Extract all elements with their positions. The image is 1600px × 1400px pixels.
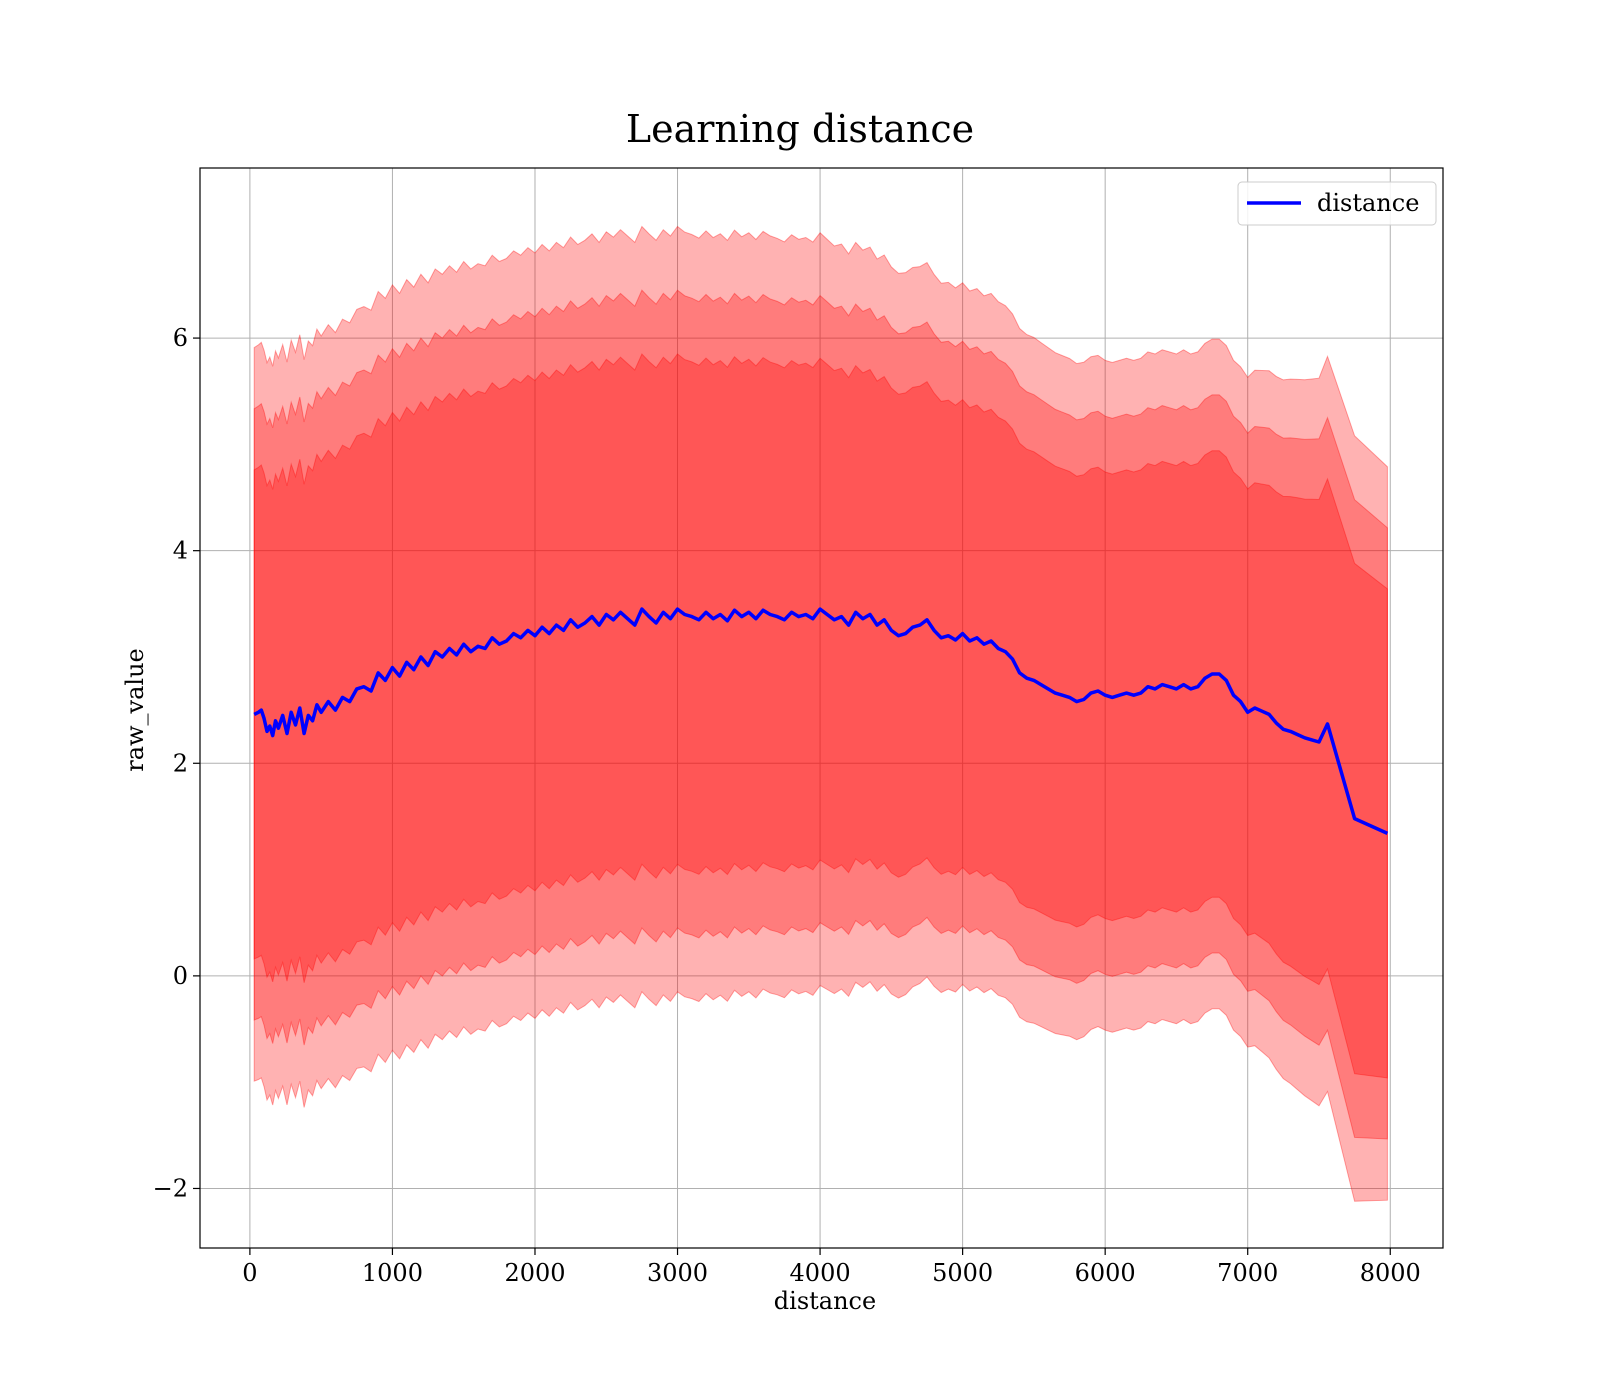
y-axis-ticks: −2 0 2 4 6 bbox=[153, 324, 200, 1202]
plot-frame bbox=[199, 167, 1444, 1249]
y-tick-label: −2 bbox=[153, 1174, 188, 1202]
grid bbox=[200, 168, 1443, 1248]
x-tick-label: 8000 bbox=[1360, 1259, 1421, 1287]
series-line-distance bbox=[253, 607, 1389, 835]
y-tick-label: 2 bbox=[173, 749, 188, 777]
confidence-band bbox=[253, 353, 1388, 1079]
series-layer bbox=[253, 607, 1389, 835]
x-tick-label: 6000 bbox=[1075, 1259, 1136, 1287]
y-tick-label: 6 bbox=[173, 324, 188, 352]
y-tick-label: 0 bbox=[173, 962, 188, 990]
x-axis-ticks: 0 1000 2000 3000 4000 5000 6000 7000 8000 bbox=[242, 1248, 1421, 1287]
x-tick-label: 4000 bbox=[790, 1259, 851, 1287]
confidence-band bbox=[253, 225, 1388, 1202]
y-tick-label: 4 bbox=[173, 537, 188, 565]
x-tick-label: 1000 bbox=[362, 1259, 423, 1287]
legend-label-distance: distance bbox=[1317, 189, 1419, 217]
confidence-band bbox=[253, 289, 1388, 1140]
x-tick-label: 5000 bbox=[932, 1259, 993, 1287]
x-tick-label: 3000 bbox=[647, 1259, 708, 1287]
legend-box bbox=[1237, 181, 1437, 226]
chart-title: Learning distance bbox=[626, 107, 974, 151]
confidence-bands bbox=[253, 225, 1388, 1202]
x-tick-label: 7000 bbox=[1217, 1259, 1278, 1287]
x-axis-label: distance bbox=[774, 1287, 876, 1315]
x-tick-label: 2000 bbox=[504, 1259, 565, 1287]
legend: distance bbox=[1237, 181, 1437, 226]
x-tick-label: 0 bbox=[242, 1259, 257, 1287]
y-axis-label: raw_value bbox=[121, 648, 149, 772]
